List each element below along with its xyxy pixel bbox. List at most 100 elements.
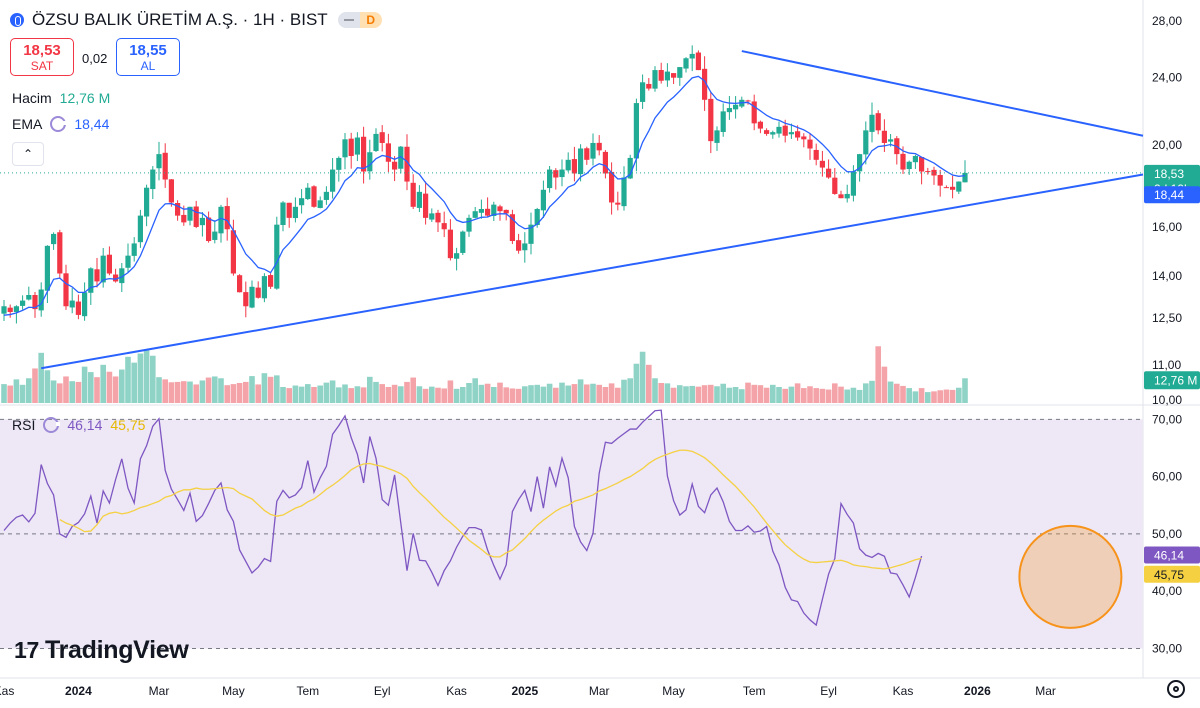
volume-bar xyxy=(360,387,367,403)
candle-body xyxy=(75,301,81,315)
candle-body xyxy=(317,200,323,208)
volume-bar xyxy=(94,377,100,403)
volume-bar xyxy=(373,381,379,403)
volume-legend[interactable]: Hacim 12,76 M xyxy=(12,90,110,106)
price-tick-label: 28,00 xyxy=(1152,14,1182,28)
rsi-settings-icon[interactable] xyxy=(43,417,61,433)
volume-bar xyxy=(100,364,106,403)
volume-bar xyxy=(894,383,900,403)
candle-body xyxy=(249,286,255,308)
volume-bar xyxy=(881,366,888,403)
candle-body xyxy=(187,206,193,221)
candle-body xyxy=(330,169,336,192)
candle-body xyxy=(726,108,732,113)
volume-bar xyxy=(348,388,354,403)
candle-body xyxy=(354,137,360,155)
volume-bar xyxy=(441,388,447,403)
volume-bar xyxy=(199,380,206,403)
volume-bar xyxy=(435,387,441,403)
volume-bar xyxy=(739,389,745,403)
volume-bar xyxy=(143,350,150,403)
volume-bar xyxy=(317,385,323,403)
ema-badge-bg xyxy=(1144,186,1200,204)
time-tick-label: Tem xyxy=(296,684,319,698)
candle-body xyxy=(596,142,602,151)
rsi-tick-label: 30,00 xyxy=(1152,642,1182,656)
candle-body xyxy=(137,215,143,243)
candle-body xyxy=(218,206,224,234)
volume-bar xyxy=(689,385,695,403)
candle-body xyxy=(311,186,317,207)
ema-legend[interactable]: EMA 18,44 xyxy=(12,116,109,132)
candle-body xyxy=(423,193,429,218)
buy-button[interactable]: 18,55 AL xyxy=(116,38,180,76)
volume-bar xyxy=(540,386,547,403)
candle-body xyxy=(100,255,106,283)
volume-bar xyxy=(801,388,807,403)
candle-body xyxy=(565,159,571,171)
volume-bar xyxy=(1,384,7,403)
volume-bar xyxy=(137,353,144,403)
volume-bar xyxy=(708,384,714,403)
symbol-title-bar[interactable]: ÖZSU BALIK ÜRETİM A.Ş. · 1H · BIST D xyxy=(10,10,382,30)
volume-bar xyxy=(770,384,776,403)
volume-bar xyxy=(398,386,404,403)
candle-body xyxy=(94,269,100,282)
candle-body xyxy=(230,230,236,274)
candle-body xyxy=(199,217,205,226)
volume-bar xyxy=(664,383,671,403)
candle-body xyxy=(429,213,435,220)
candle-body xyxy=(156,154,162,169)
candle-body xyxy=(82,292,88,317)
volume-bar xyxy=(838,386,844,403)
volume-bar xyxy=(404,381,410,403)
highlight-circle xyxy=(1018,524,1123,629)
settings-gear-icon[interactable] xyxy=(1167,680,1185,698)
candle-body xyxy=(720,111,726,132)
volume-bar xyxy=(652,378,658,403)
collapse-legend-button[interactable]: ⌃ xyxy=(12,142,44,166)
ema-settings-icon[interactable] xyxy=(50,116,68,132)
candle-body xyxy=(454,253,460,259)
volume-bar xyxy=(125,356,131,403)
candle-body xyxy=(646,83,652,89)
candle-body xyxy=(652,70,658,89)
candle-body xyxy=(466,217,472,232)
candle-body xyxy=(671,73,677,78)
candle-body xyxy=(38,289,44,311)
volume-bar xyxy=(745,382,751,403)
volume-bar xyxy=(478,384,485,403)
volume-bar xyxy=(292,385,299,403)
time-tick-label: Kas xyxy=(0,684,14,698)
candle-body xyxy=(609,171,615,203)
candle-body xyxy=(144,187,150,217)
candle-body xyxy=(503,209,509,214)
volume-bar xyxy=(571,384,578,403)
candle-body xyxy=(677,67,683,78)
volume-bar xyxy=(410,377,416,403)
volume-bar xyxy=(937,390,943,403)
tradingview-logo[interactable]: 17 TradingView xyxy=(14,636,189,665)
volume-bar xyxy=(757,385,764,403)
candle-body xyxy=(850,171,856,196)
candle-body xyxy=(435,212,441,223)
sell-button[interactable]: 18,53 SAT xyxy=(10,38,74,76)
volume-bar xyxy=(267,376,274,403)
volume-bar xyxy=(484,383,491,403)
volume-bar xyxy=(956,387,962,403)
volume-bar xyxy=(131,362,137,403)
volume-bar xyxy=(670,387,677,403)
market-status-pill[interactable]: D xyxy=(337,12,382,28)
candle-body xyxy=(398,146,404,169)
candle-body xyxy=(57,232,63,274)
candle-body xyxy=(268,275,274,287)
volume-bar xyxy=(887,381,894,403)
rsi-legend[interactable]: RSI 46,14 45,75 xyxy=(12,417,145,433)
volume-bar xyxy=(50,380,57,403)
volume-bar xyxy=(311,387,317,403)
candle-body xyxy=(193,206,199,227)
candle-body xyxy=(528,224,534,244)
candle-body xyxy=(373,133,379,152)
candle-body xyxy=(255,287,261,298)
